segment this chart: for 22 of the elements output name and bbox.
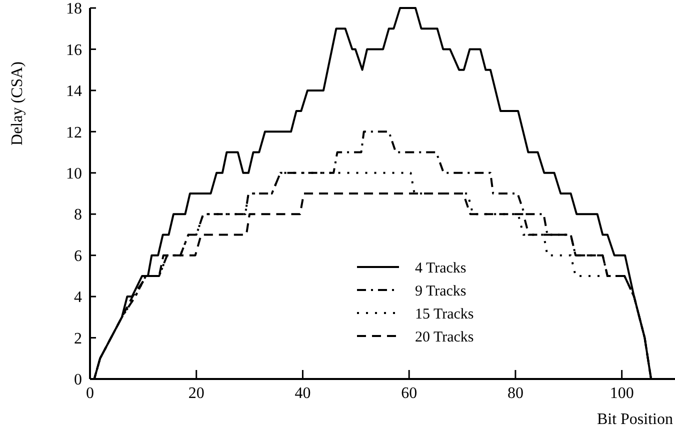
legend-label: 15 Tracks [415, 306, 474, 322]
y-tick-label: 8 [74, 206, 82, 224]
y-axis-title: Delay (CSA) [9, 62, 26, 146]
legend-label: 9 Tracks [415, 283, 466, 300]
x-tick-label: 20 [188, 385, 204, 402]
x-tick-label: 80 [507, 385, 524, 402]
y-tick-label: 18 [66, 0, 82, 18]
x-tick-label: 60 [401, 385, 418, 402]
legend-label: 20 Tracks [415, 329, 474, 346]
y-tick-label: 12 [66, 124, 82, 142]
x-tick-label: 100 [610, 385, 634, 402]
y-tick-label: 0 [74, 372, 82, 389]
y-tick-label: 4 [74, 289, 82, 306]
y-tick-label: 10 [66, 165, 82, 182]
legend-label: 4 Tracks [415, 260, 466, 276]
y-tick-label: 2 [74, 330, 82, 348]
y-tick-label: 16 [66, 42, 82, 59]
x-tick-label: 0 [86, 385, 94, 402]
y-tick-label: 6 [74, 248, 82, 265]
x-axis-title: Bit Position [596, 411, 673, 428]
x-tick-label: 40 [294, 385, 311, 402]
y-tick-label: 14 [66, 83, 82, 100]
